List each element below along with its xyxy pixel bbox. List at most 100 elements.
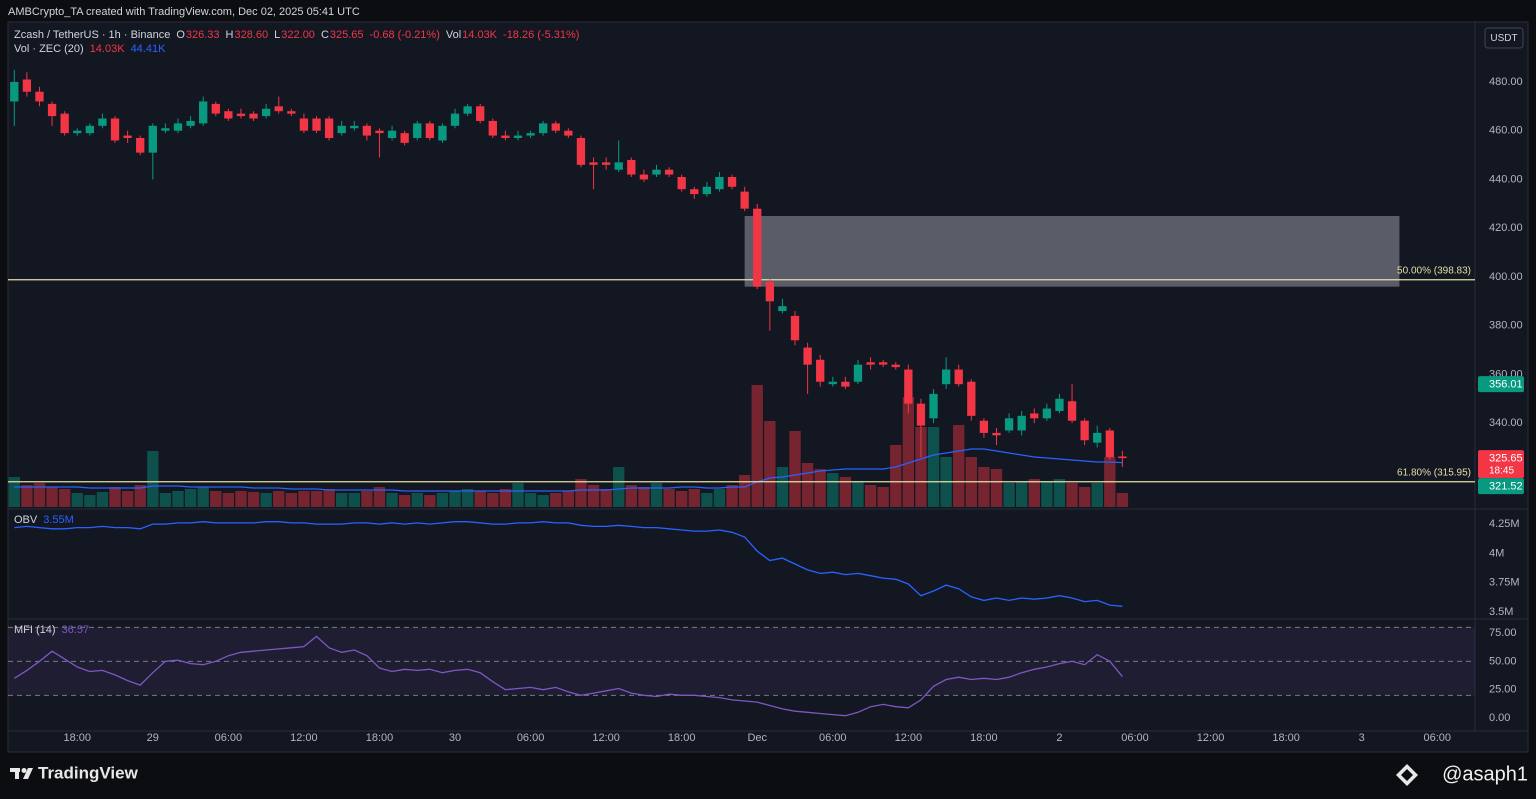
candle-body bbox=[866, 362, 875, 365]
candle-body bbox=[123, 135, 132, 139]
volume-bar bbox=[109, 487, 121, 507]
status-label: L bbox=[274, 29, 280, 41]
y-tick-label: 380.00 bbox=[1489, 320, 1523, 332]
fib-label: 50.00% (398.83) bbox=[1397, 265, 1471, 276]
candle-body bbox=[979, 420, 989, 433]
price-label-box bbox=[1478, 450, 1524, 479]
x-tick-label: Dec bbox=[747, 732, 767, 744]
status-value: 44.41K bbox=[131, 43, 167, 55]
status-value: 326.33 bbox=[186, 29, 220, 41]
candle-body bbox=[539, 123, 548, 134]
candle-body bbox=[148, 125, 157, 153]
price-countdown: 18:45 bbox=[1489, 465, 1514, 476]
volume-bar bbox=[764, 421, 776, 507]
status-label: H bbox=[226, 29, 234, 41]
watermark: @asaph1 bbox=[1442, 763, 1528, 785]
volume-bar bbox=[915, 427, 927, 507]
candle-body bbox=[690, 189, 699, 195]
status-title: Zcash / TetherUS · 1h · Binance bbox=[14, 29, 170, 41]
volume-bar bbox=[890, 445, 902, 507]
volume-bar bbox=[222, 493, 235, 507]
logo-shape bbox=[21, 768, 27, 773]
volume-bar bbox=[449, 491, 461, 507]
volume-bar bbox=[613, 467, 625, 507]
volume-bar bbox=[575, 479, 587, 507]
candle-body bbox=[967, 381, 976, 416]
x-tick-label: 30 bbox=[449, 732, 461, 744]
volume-bar bbox=[776, 467, 789, 507]
volume-bar bbox=[978, 467, 990, 507]
volume-bar bbox=[927, 427, 940, 507]
status-value: -0.68 (-0.21%) bbox=[370, 29, 440, 41]
volume-bar bbox=[260, 493, 272, 507]
x-tick-label: 12:00 bbox=[290, 732, 318, 744]
candle-body bbox=[236, 113, 246, 117]
candle-body bbox=[1118, 456, 1127, 459]
volume-bar bbox=[1041, 481, 1053, 507]
logo-shape bbox=[23, 768, 33, 779]
chart-panel bbox=[7, 21, 1529, 753]
candle-body bbox=[828, 381, 837, 385]
volume-bar bbox=[827, 473, 839, 507]
candle-body bbox=[1093, 432, 1102, 443]
candle-body bbox=[199, 101, 208, 124]
indicator-line bbox=[14, 521, 1123, 607]
currency-button[interactable] bbox=[1484, 27, 1524, 49]
x-tick-label: 18:00 bbox=[63, 732, 91, 744]
candle-body bbox=[35, 91, 44, 102]
volume-bar bbox=[21, 485, 33, 507]
volume-bar bbox=[273, 491, 285, 507]
status-value: 325.65 bbox=[330, 29, 364, 41]
candle-body bbox=[879, 362, 888, 365]
status-line: Vol · ZEC (20) 14.03K 44.41K bbox=[14, 43, 166, 55]
candle-body bbox=[350, 125, 359, 129]
volume-bar bbox=[197, 487, 209, 507]
candle-body bbox=[513, 135, 523, 139]
x-tick-label: 12:00 bbox=[895, 732, 923, 744]
status-line: Zcash / TetherUS · 1h · Binance O326.33 H3… bbox=[14, 29, 579, 41]
volume-bar bbox=[373, 487, 386, 507]
x-tick-label: 12:00 bbox=[592, 732, 620, 744]
y-tick-label: 50.00 bbox=[1489, 655, 1517, 667]
candle-body bbox=[1105, 430, 1114, 458]
price-label: 356.01 bbox=[1489, 379, 1523, 391]
candle-body bbox=[652, 169, 661, 175]
candle-body bbox=[727, 177, 737, 187]
volume-bar bbox=[600, 489, 612, 507]
volume-bar bbox=[726, 485, 738, 507]
attribution: AMBCrypto_TA created with TradingView.co… bbox=[8, 6, 360, 18]
price-label-box bbox=[1478, 376, 1524, 393]
volume-bar bbox=[58, 489, 71, 507]
status-label: Vol bbox=[446, 29, 461, 41]
y-tick-label: 25.00 bbox=[1489, 684, 1517, 696]
volume-bar bbox=[1116, 492, 1129, 507]
volume-bar bbox=[121, 491, 134, 507]
currency-label[interactable]: USDT bbox=[1490, 33, 1517, 44]
volume-bar bbox=[625, 485, 637, 507]
volume-bar bbox=[814, 469, 826, 507]
volume-bar bbox=[436, 493, 449, 507]
price-label-box bbox=[1478, 478, 1524, 495]
volume-bar bbox=[1003, 483, 1015, 507]
volume-bar bbox=[701, 493, 713, 507]
volume-bar bbox=[801, 463, 814, 507]
volume-bar bbox=[348, 493, 360, 507]
candle-body bbox=[891, 364, 900, 368]
candle-body bbox=[664, 169, 674, 175]
volume-bar bbox=[877, 487, 889, 507]
candle-body bbox=[929, 393, 938, 419]
x-tick-label: 18:00 bbox=[668, 732, 696, 744]
candle-body bbox=[73, 130, 82, 134]
volume-bar bbox=[398, 495, 411, 507]
candle-body bbox=[85, 125, 95, 134]
volume-bar bbox=[751, 385, 763, 507]
brand-logo bbox=[10, 768, 33, 779]
volume-bar bbox=[411, 493, 423, 507]
x-tick-label: 29 bbox=[147, 732, 159, 744]
candle-body bbox=[765, 281, 774, 302]
y-tick-label: 3.5M bbox=[1489, 606, 1513, 618]
x-tick-label: 06:00 bbox=[1121, 732, 1149, 744]
candle-body bbox=[324, 118, 334, 139]
candle-body bbox=[211, 103, 220, 114]
volume-bar bbox=[650, 483, 663, 507]
